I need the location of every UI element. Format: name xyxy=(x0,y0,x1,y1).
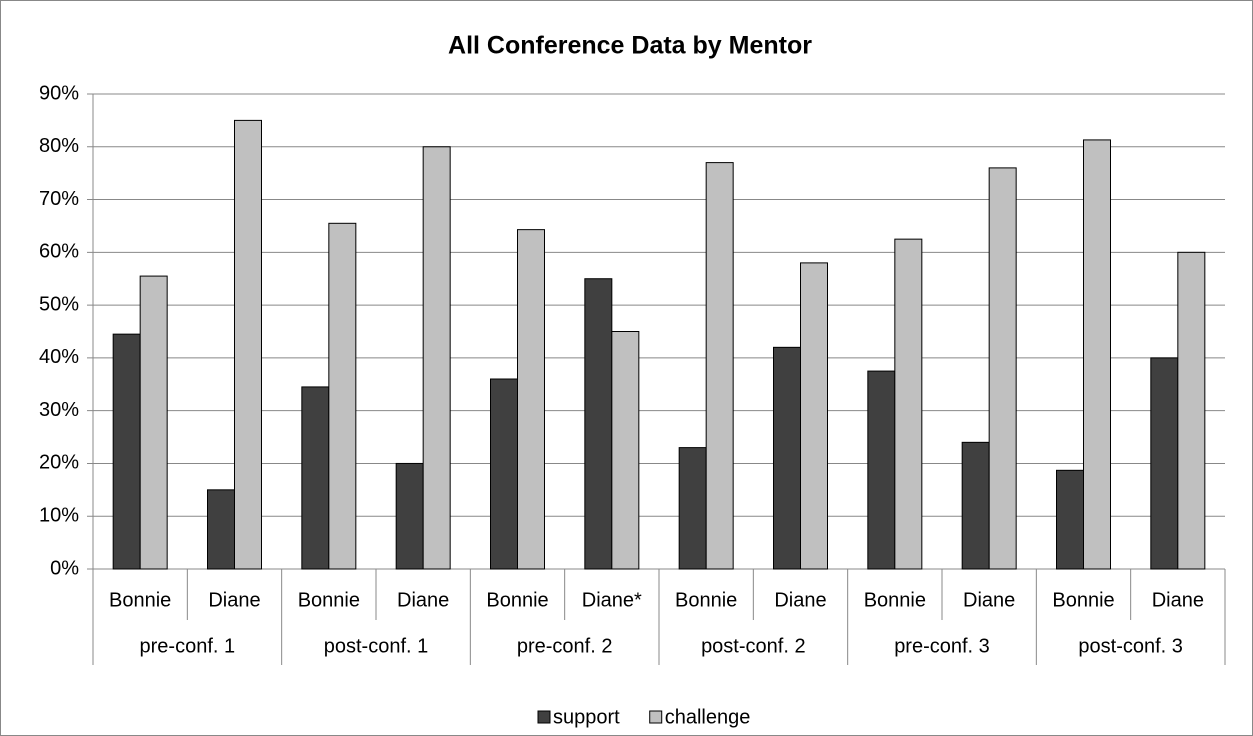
x-tick-label: Bonnie xyxy=(864,589,926,611)
chart-title: All Conference Data by Mentor xyxy=(448,32,812,60)
bar xyxy=(112,333,141,570)
x-tick-label: Bonnie xyxy=(109,589,171,611)
y-tick-label: 0% xyxy=(50,557,79,579)
legend-label: challenge xyxy=(665,706,751,728)
bar xyxy=(611,331,640,570)
bar xyxy=(705,162,734,570)
y-tick-label: 40% xyxy=(39,346,79,368)
bar xyxy=(988,167,1017,570)
group-label: pre-conf. 2 xyxy=(517,635,613,657)
group-label: post-conf. 1 xyxy=(324,635,429,657)
y-tick-label: 30% xyxy=(39,399,79,421)
bar xyxy=(234,119,262,570)
legend-swatch xyxy=(537,710,551,724)
x-tick-label: Diane xyxy=(963,589,1015,611)
x-tick-label: Diane xyxy=(1152,589,1204,611)
bar xyxy=(328,222,357,570)
bar xyxy=(961,441,990,570)
bar xyxy=(1177,251,1206,570)
x-tick-label: Bonnie xyxy=(486,589,548,611)
y-tick-label: 60% xyxy=(39,241,79,263)
x-tick-label: Diane xyxy=(774,589,826,611)
y-tick-label: 20% xyxy=(39,452,79,474)
bar xyxy=(490,378,518,570)
bar xyxy=(678,447,707,570)
bar xyxy=(1083,139,1111,570)
group-label: pre-conf. 3 xyxy=(894,635,990,657)
bar xyxy=(894,238,923,570)
bar xyxy=(422,146,451,570)
y-tick-label: 80% xyxy=(39,135,79,157)
bar xyxy=(867,370,896,570)
bar xyxy=(301,386,330,570)
bar xyxy=(207,489,235,570)
group-label: post-conf. 2 xyxy=(701,635,806,657)
bar xyxy=(800,262,828,570)
x-tick-label: Diane* xyxy=(582,589,642,611)
legend-label: support xyxy=(553,706,620,728)
bar xyxy=(773,346,801,570)
bar xyxy=(139,275,168,570)
y-tick-label: 50% xyxy=(39,293,79,315)
legend-swatch xyxy=(649,710,663,724)
x-tick-label: Diane xyxy=(208,589,260,611)
bar xyxy=(584,278,613,570)
y-tick-label: 70% xyxy=(39,188,79,210)
bar xyxy=(517,229,545,570)
x-tick-label: Bonnie xyxy=(1052,589,1114,611)
x-tick-label: Bonnie xyxy=(675,589,737,611)
group-label: pre-conf. 1 xyxy=(140,635,236,657)
y-tick-label: 90% xyxy=(39,82,79,104)
x-tick-label: Diane xyxy=(397,589,449,611)
bar xyxy=(1150,357,1179,570)
x-tick-label: Bonnie xyxy=(298,589,360,611)
bar xyxy=(1056,469,1084,570)
group-label: post-conf. 3 xyxy=(1078,635,1183,657)
y-tick-label: 10% xyxy=(39,505,79,527)
bar xyxy=(395,462,424,570)
